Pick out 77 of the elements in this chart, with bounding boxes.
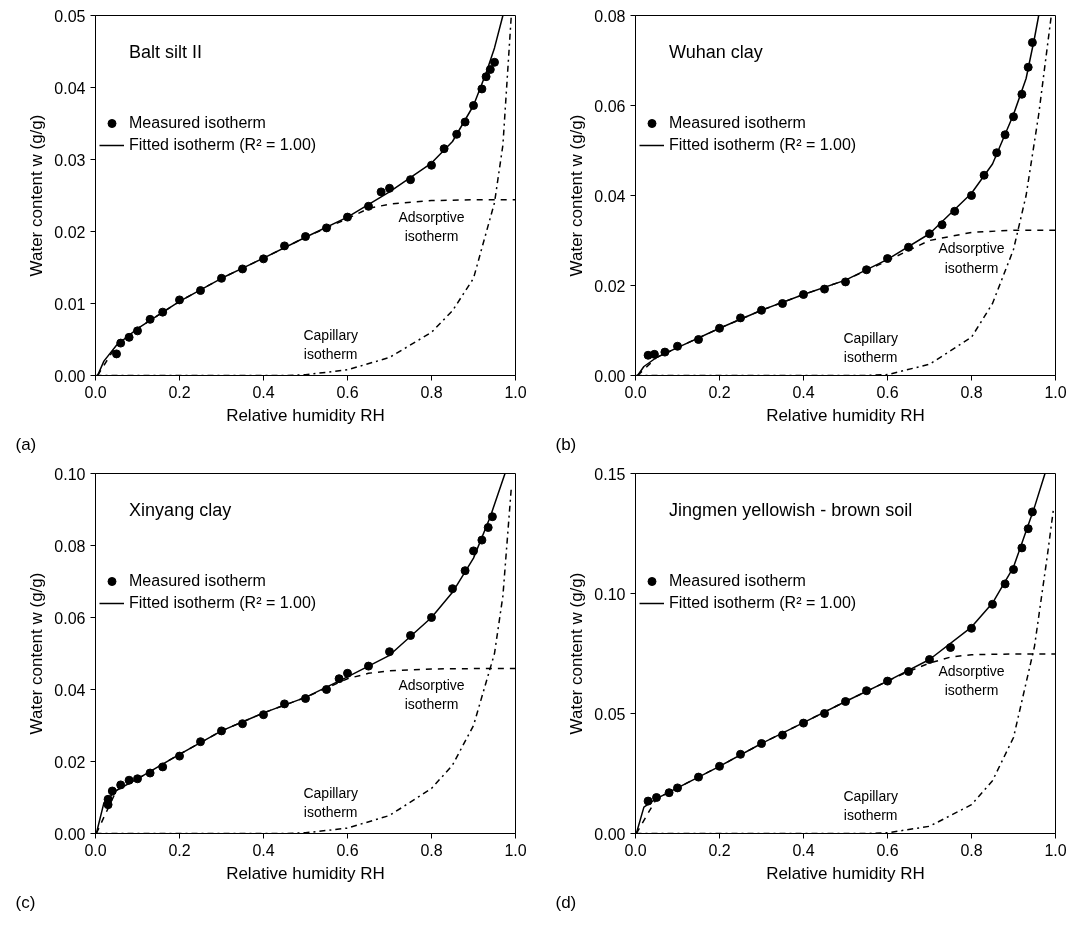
annotation: Adsorptive isotherm [938, 240, 1005, 276]
x-tick-label: 0.8 [960, 841, 983, 859]
text: (d) [555, 892, 577, 912]
y-axis-title: Water content w (g/g) [27, 572, 47, 735]
legend-label: Fitted isotherm (R² = 1.00) [669, 594, 857, 612]
text: Wuhan clay [669, 42, 763, 63]
y-axis-title: Water content w (g/g) [567, 114, 587, 277]
y-tick-label: 0.05 [594, 705, 626, 723]
text: (b) [555, 434, 577, 454]
legend-label: Measured isotherm [129, 114, 266, 132]
x-tick-label: 0.2 [168, 383, 191, 401]
y-tick-label: 0.04 [594, 187, 626, 205]
y-tick-label: 0.02 [594, 277, 626, 295]
y-tick-label: 0.06 [594, 97, 626, 115]
x-tick-label: 0.0 [624, 841, 647, 859]
annotation: Adsorptive isotherm [938, 662, 1005, 698]
y-tick-label: 0.00 [594, 367, 626, 385]
x-axis-title: Relative humidity RH [766, 863, 925, 883]
x-tick-label: 0.0 [84, 841, 107, 859]
x-tick-label: 0.2 [708, 841, 731, 859]
x-tick-label: 0.0 [84, 383, 107, 401]
x-tick-label: 0.6 [336, 841, 359, 859]
y-tick-label: 0.10 [54, 465, 86, 483]
x-tick-label: 0.0 [624, 383, 647, 401]
legend-label: Fitted isotherm (R² = 1.00) [669, 136, 857, 154]
y-tick-label: 0.04 [54, 79, 86, 97]
x-tick-label: 0.4 [252, 383, 275, 401]
x-tick-label: 0.6 [336, 383, 359, 401]
x-tick-label: 0.8 [960, 383, 983, 401]
y-axis-title: Water content w (g/g) [567, 572, 587, 735]
y-tick-label: 0.02 [54, 223, 86, 241]
text: (c) [15, 892, 36, 912]
legend-label: Fitted isotherm (R² = 1.00) [129, 136, 317, 154]
annotation: Adsorptive isotherm [398, 676, 465, 713]
x-tick-label: 0.6 [876, 383, 899, 401]
text: Xinyang clay [129, 500, 232, 521]
y-tick-label: 0.08 [54, 537, 86, 555]
text: Jingmen yellowish - brown soil [669, 500, 913, 521]
annotation: Capillary isotherm [843, 788, 898, 824]
x-tick-label: 0.2 [708, 383, 731, 401]
annotation: Capillary isotherm [303, 784, 358, 820]
y-tick-label: 0.00 [54, 825, 86, 843]
y-tick-label: 0.15 [594, 465, 626, 483]
x-tick-label: 1.0 [504, 383, 527, 401]
legend-label: Fitted isotherm (R² = 1.00) [129, 594, 317, 612]
legend-label: Measured isotherm [669, 572, 806, 590]
y-tick-label: 0.00 [54, 367, 86, 385]
y-tick-label: 0.04 [54, 681, 86, 699]
annotation: Adsorptive isotherm [398, 208, 465, 244]
y-tick-label: 0.02 [54, 753, 86, 771]
y-tick-label: 0.01 [54, 295, 86, 313]
annotation: Capillary isotherm [303, 326, 358, 362]
y-tick-label: 0.05 [54, 7, 86, 25]
text: Balt silt II [129, 42, 203, 63]
x-tick-label: 0.6 [876, 841, 899, 859]
x-tick-label: 0.8 [420, 383, 443, 401]
x-tick-label: 0.8 [420, 841, 443, 859]
y-tick-label: 0.08 [594, 7, 626, 25]
x-tick-label: 0.4 [792, 841, 815, 859]
y-tick-label: 0.06 [54, 609, 86, 627]
x-tick-label: 1.0 [1044, 841, 1067, 859]
x-axis-title: Relative humidity RH [226, 405, 385, 425]
x-tick-label: 0.4 [792, 383, 815, 401]
y-tick-label: 0.10 [594, 585, 626, 603]
text: (a) [15, 434, 37, 454]
y-tick-label: 0.00 [594, 825, 626, 843]
y-tick-label: 0.03 [54, 151, 86, 169]
legend-label: Measured isotherm [669, 114, 806, 132]
x-tick-label: 1.0 [504, 841, 527, 859]
x-axis-title: Relative humidity RH [766, 405, 925, 425]
x-tick-label: 1.0 [1044, 383, 1067, 401]
x-tick-label: 0.2 [168, 841, 191, 859]
x-axis-title: Relative humidity RH [226, 863, 385, 883]
annotation: Capillary isotherm [843, 330, 898, 366]
x-tick-label: 0.4 [252, 841, 275, 859]
y-axis-title: Water content w (g/g) [27, 114, 47, 277]
legend-label: Measured isotherm [129, 572, 266, 590]
